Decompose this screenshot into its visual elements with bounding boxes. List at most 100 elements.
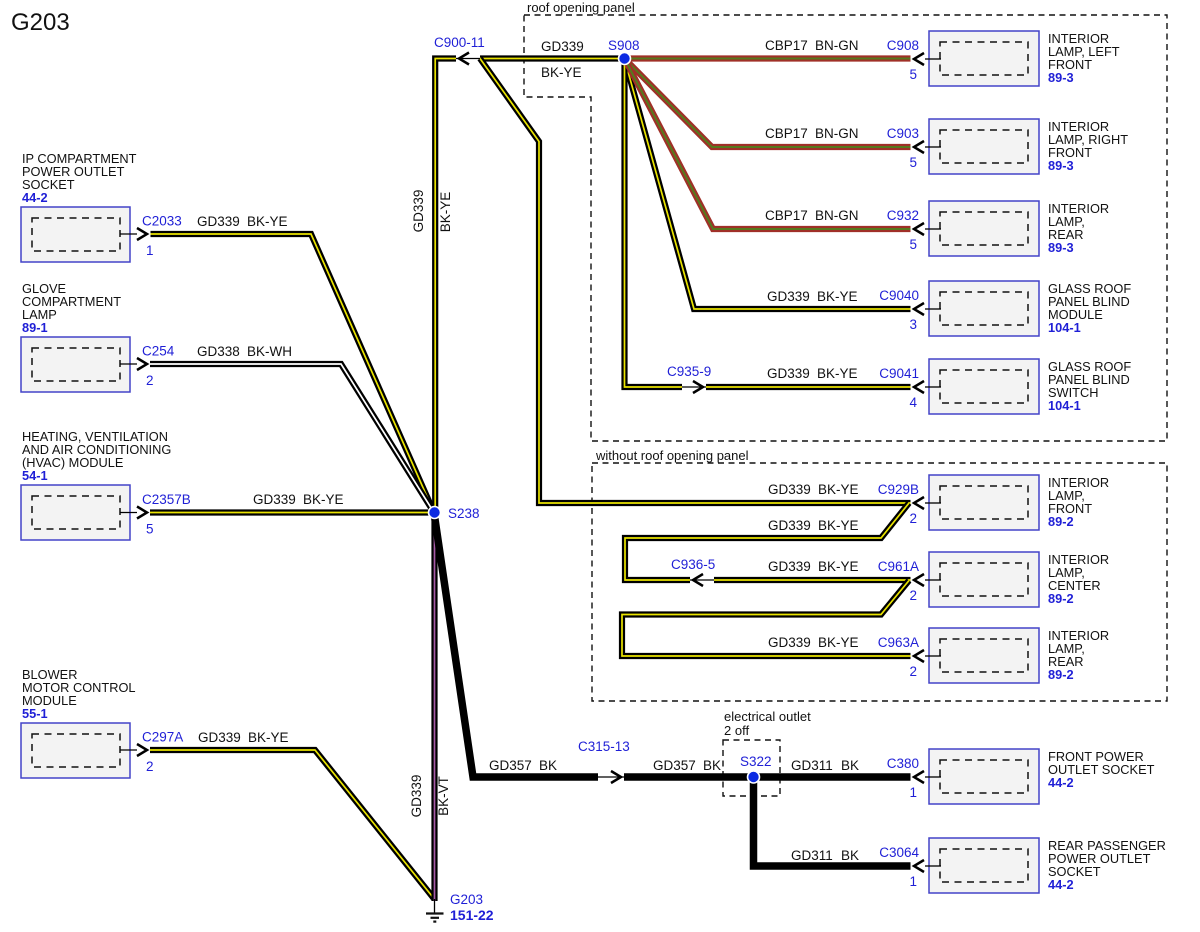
trunk-upper-color: BK-YE [438,192,453,233]
rear-power-page-ref: 44-2 [1048,877,1074,892]
lamp-center-2-name-line: CENTER [1048,578,1101,593]
wire-color: BK [539,758,557,773]
lamp-front-2-arrow [911,495,925,511]
rear-power-name-line: POWER OUTLET [1048,851,1151,866]
wire-color: BK [703,758,721,773]
wire-code: CBP17 [765,126,808,141]
trunk-lower-code: GD339 [409,775,424,818]
ground-id-label: G203 [450,892,483,907]
wire-label: GD311 BK [791,758,859,773]
lamp-right-front-page-ref: 89-3 [1048,158,1074,173]
blower-name-line: MODULE [22,693,77,708]
wire-label: CBP17 BN-GN [765,38,859,53]
wire-color: BK-YE [818,518,859,533]
lamp-left-front-arrow [911,51,925,67]
hvac-connector-label: C2357B [142,492,191,507]
wire-code: GD339 [768,635,811,650]
rear-power-arrow [911,858,925,874]
lamp-front-2-name-line: LAMP, [1048,488,1085,503]
blower-connector-label: C297A [142,730,183,745]
ip-outlet-pin-number: 1 [146,243,154,258]
front-power-page-ref: 44-2 [1048,775,1074,790]
glove-lamp-arrow [136,356,150,372]
blind-switch-connector-label: C9041 [879,366,919,381]
c936-label: C936-5 [671,557,715,572]
splice-s908 [617,51,632,66]
wire-c297a-gd339 [150,746,436,900]
electrical-outlet-label: electrical outlet [724,709,811,724]
wire-label: GD339 BK-YE [198,730,289,745]
wire-code: GD339 [767,366,810,381]
splice-s322 [746,770,761,784]
hvac-name-line: (HVAC) MODULE [22,455,123,470]
lamp-right-front-pin-number: 5 [909,155,917,170]
glove-lamp-name-line: GLOVE [22,281,66,296]
lamp-front-2-name-line: INTERIOR [1048,475,1109,490]
lamp-center-2-page-ref: 89-2 [1048,591,1074,606]
wire-label: GD339 BK-YE [767,289,858,304]
wire-color: BK-YE [248,730,289,745]
lamp-right-front-name-line: INTERIOR [1048,119,1109,134]
without-roof-label: without roof opening panel [595,448,749,463]
wire-label: GD339 BK-YE [767,366,858,381]
blind-switch-name-line: PANEL BLIND [1048,372,1130,387]
lamp-rear-name-line: LAMP, [1048,214,1085,229]
wire-code: GD339 [768,482,811,497]
wire-color: BK-YE [303,492,344,507]
wire-code: GD339 [197,214,240,229]
trunk-lower-color: BK-VT [436,776,451,816]
wire-color: BK-YE [247,214,288,229]
ip-outlet-connector-label: C2033 [142,214,182,229]
wire-code: GD311 [791,848,833,863]
ground-symbol [426,899,444,923]
lamp-right-front-name-line: LAMP, RIGHT [1048,132,1128,147]
lamp-rear-pin-number: 5 [909,237,917,252]
wire-label: CBP17 BN-GN [765,208,859,223]
wire-color: BK-YE [817,289,858,304]
rear-power-connector-label: C3064 [879,845,919,860]
lamp-right-front-connector-label: C903 [887,126,919,141]
wire-label: GD339 BK-YE [768,518,859,533]
lamp-center-2-name-line: LAMP, [1048,565,1085,580]
wire-label: GD357 BK [489,758,557,773]
electrical-outlet-qty: 2 off [724,723,749,738]
wire-code: GD357 [489,758,532,773]
lamp-rear-connector-label: C932 [887,208,919,223]
wire-code-top: GD339 [541,39,584,54]
lamp-rear-2-page-ref: 89-2 [1048,667,1074,682]
lamp-center-2-connector-label: C961A [878,559,919,574]
wire-code: GD339 [253,492,296,507]
lamp-rear-2-arrow [911,648,925,664]
wire-label: GD339 BK-YE [253,492,344,507]
ip-outlet-name-line: POWER OUTLET [22,164,125,179]
hvac-pin-number: 5 [146,522,154,537]
wire-code: GD339 [768,559,811,574]
roof-panel-dashed-box [523,14,1168,442]
blind-switch-page-ref: 104-1 [1048,398,1081,413]
lamp-left-front-connector-label: C908 [887,38,919,53]
page-title: G203 [11,9,70,36]
c900-label: C900-11 [434,35,485,50]
blind-switch-name-line: SWITCH [1048,385,1098,400]
ip-outlet-name-line: SOCKET [22,177,75,192]
lamp-center-2-arrow [911,572,925,588]
wire-code: GD357 [653,758,696,773]
c935-label: C935-9 [667,364,711,379]
wire-color: BK-YE [818,635,859,650]
c900-arrow [456,51,470,66]
blower-page-ref: 55-1 [22,706,48,721]
rear-power-pin-number: 1 [909,874,917,889]
s908-label: S908 [608,38,640,53]
s238-label: S238 [448,506,480,521]
splice-s238 [427,505,442,520]
front-power-connector-label: C380 [887,756,919,771]
wire-label: GD339 BK-YE [768,635,859,650]
wire-gd311-c3064 [749,777,911,870]
lamp-right-front-name-line: FRONT [1048,145,1092,160]
